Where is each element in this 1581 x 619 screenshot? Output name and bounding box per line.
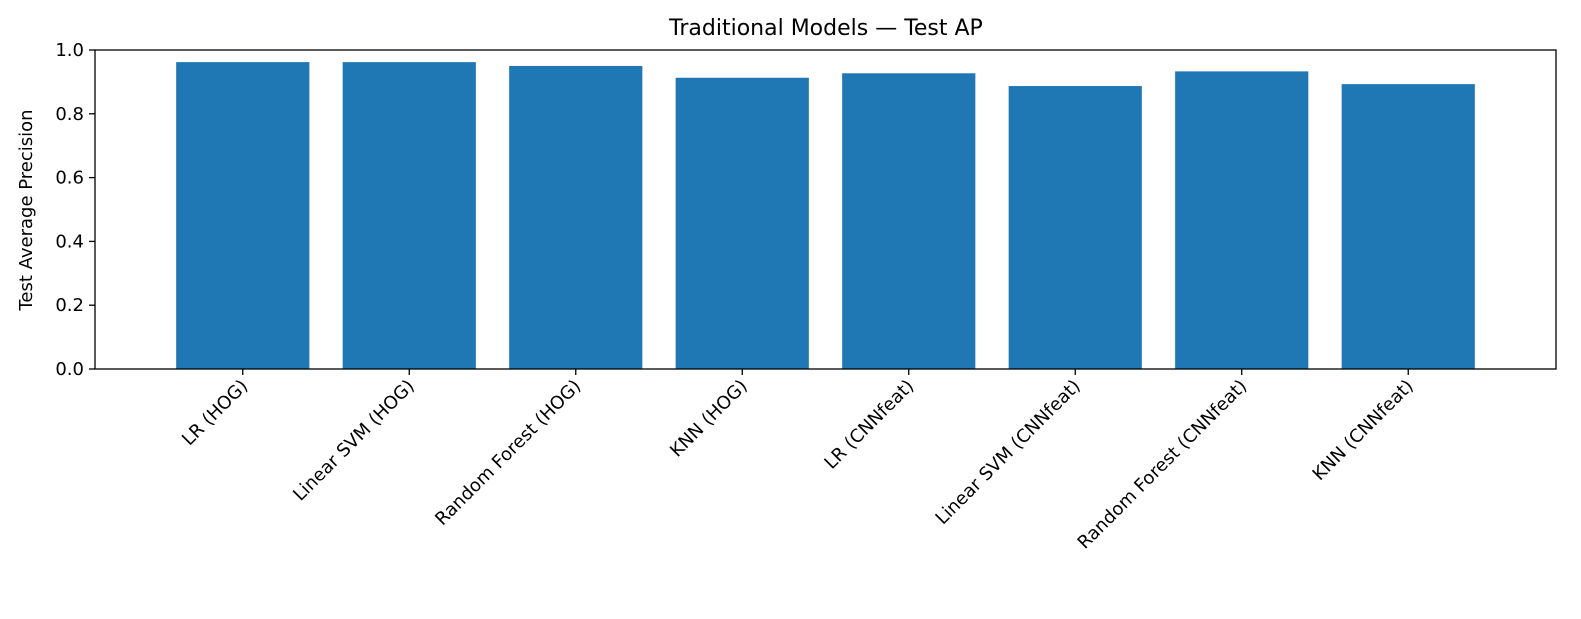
bar-group: [176, 62, 1475, 370]
x-tick-label-0: LR (HOG): [178, 376, 252, 450]
plot-frame: [94, 49, 1557, 370]
bar-4: [842, 73, 976, 369]
x-tick-label-1: Linear SVM (HOG): [289, 376, 419, 506]
y-tick-label-3: 0.6: [55, 168, 84, 189]
bar-5: [1008, 86, 1142, 370]
y-tick-label-4: 0.8: [55, 104, 84, 125]
x-axis: LR (HOG) Linear SVM (HOG) Random Forest (H…: [178, 369, 1418, 553]
chart-title: Traditional Models — Test AP: [668, 16, 983, 41]
bar-2: [509, 65, 643, 369]
y-axis-label: Test Average Precision: [16, 109, 37, 311]
bar-0: [176, 62, 310, 370]
x-tick-label-3: KNN (HOG): [666, 376, 752, 462]
x-tick-label-2: Random Forest (HOG): [431, 376, 585, 530]
bar-6: [1175, 71, 1309, 370]
y-tick-label-2: 0.4: [55, 231, 84, 252]
x-tick-label-5: Linear SVM (CNNfeat): [932, 376, 1085, 529]
y-axis: 0.0 0.2 0.4 0.6 0.8 1.0: [55, 40, 95, 380]
y-tick-label-0: 0.0: [55, 359, 84, 380]
bar-7: [1341, 84, 1475, 369]
y-tick-label-1: 0.2: [55, 295, 84, 316]
bar-1: [342, 62, 476, 370]
bar-3: [675, 77, 809, 369]
x-tick-label-4: LR (CNNfeat): [820, 376, 918, 474]
x-tick-label-7: KNN (CNNfeat): [1309, 376, 1418, 485]
y-tick-label-5: 1.0: [55, 40, 84, 61]
x-tick-label-6: Random Forest (CNNfeat): [1074, 376, 1252, 554]
